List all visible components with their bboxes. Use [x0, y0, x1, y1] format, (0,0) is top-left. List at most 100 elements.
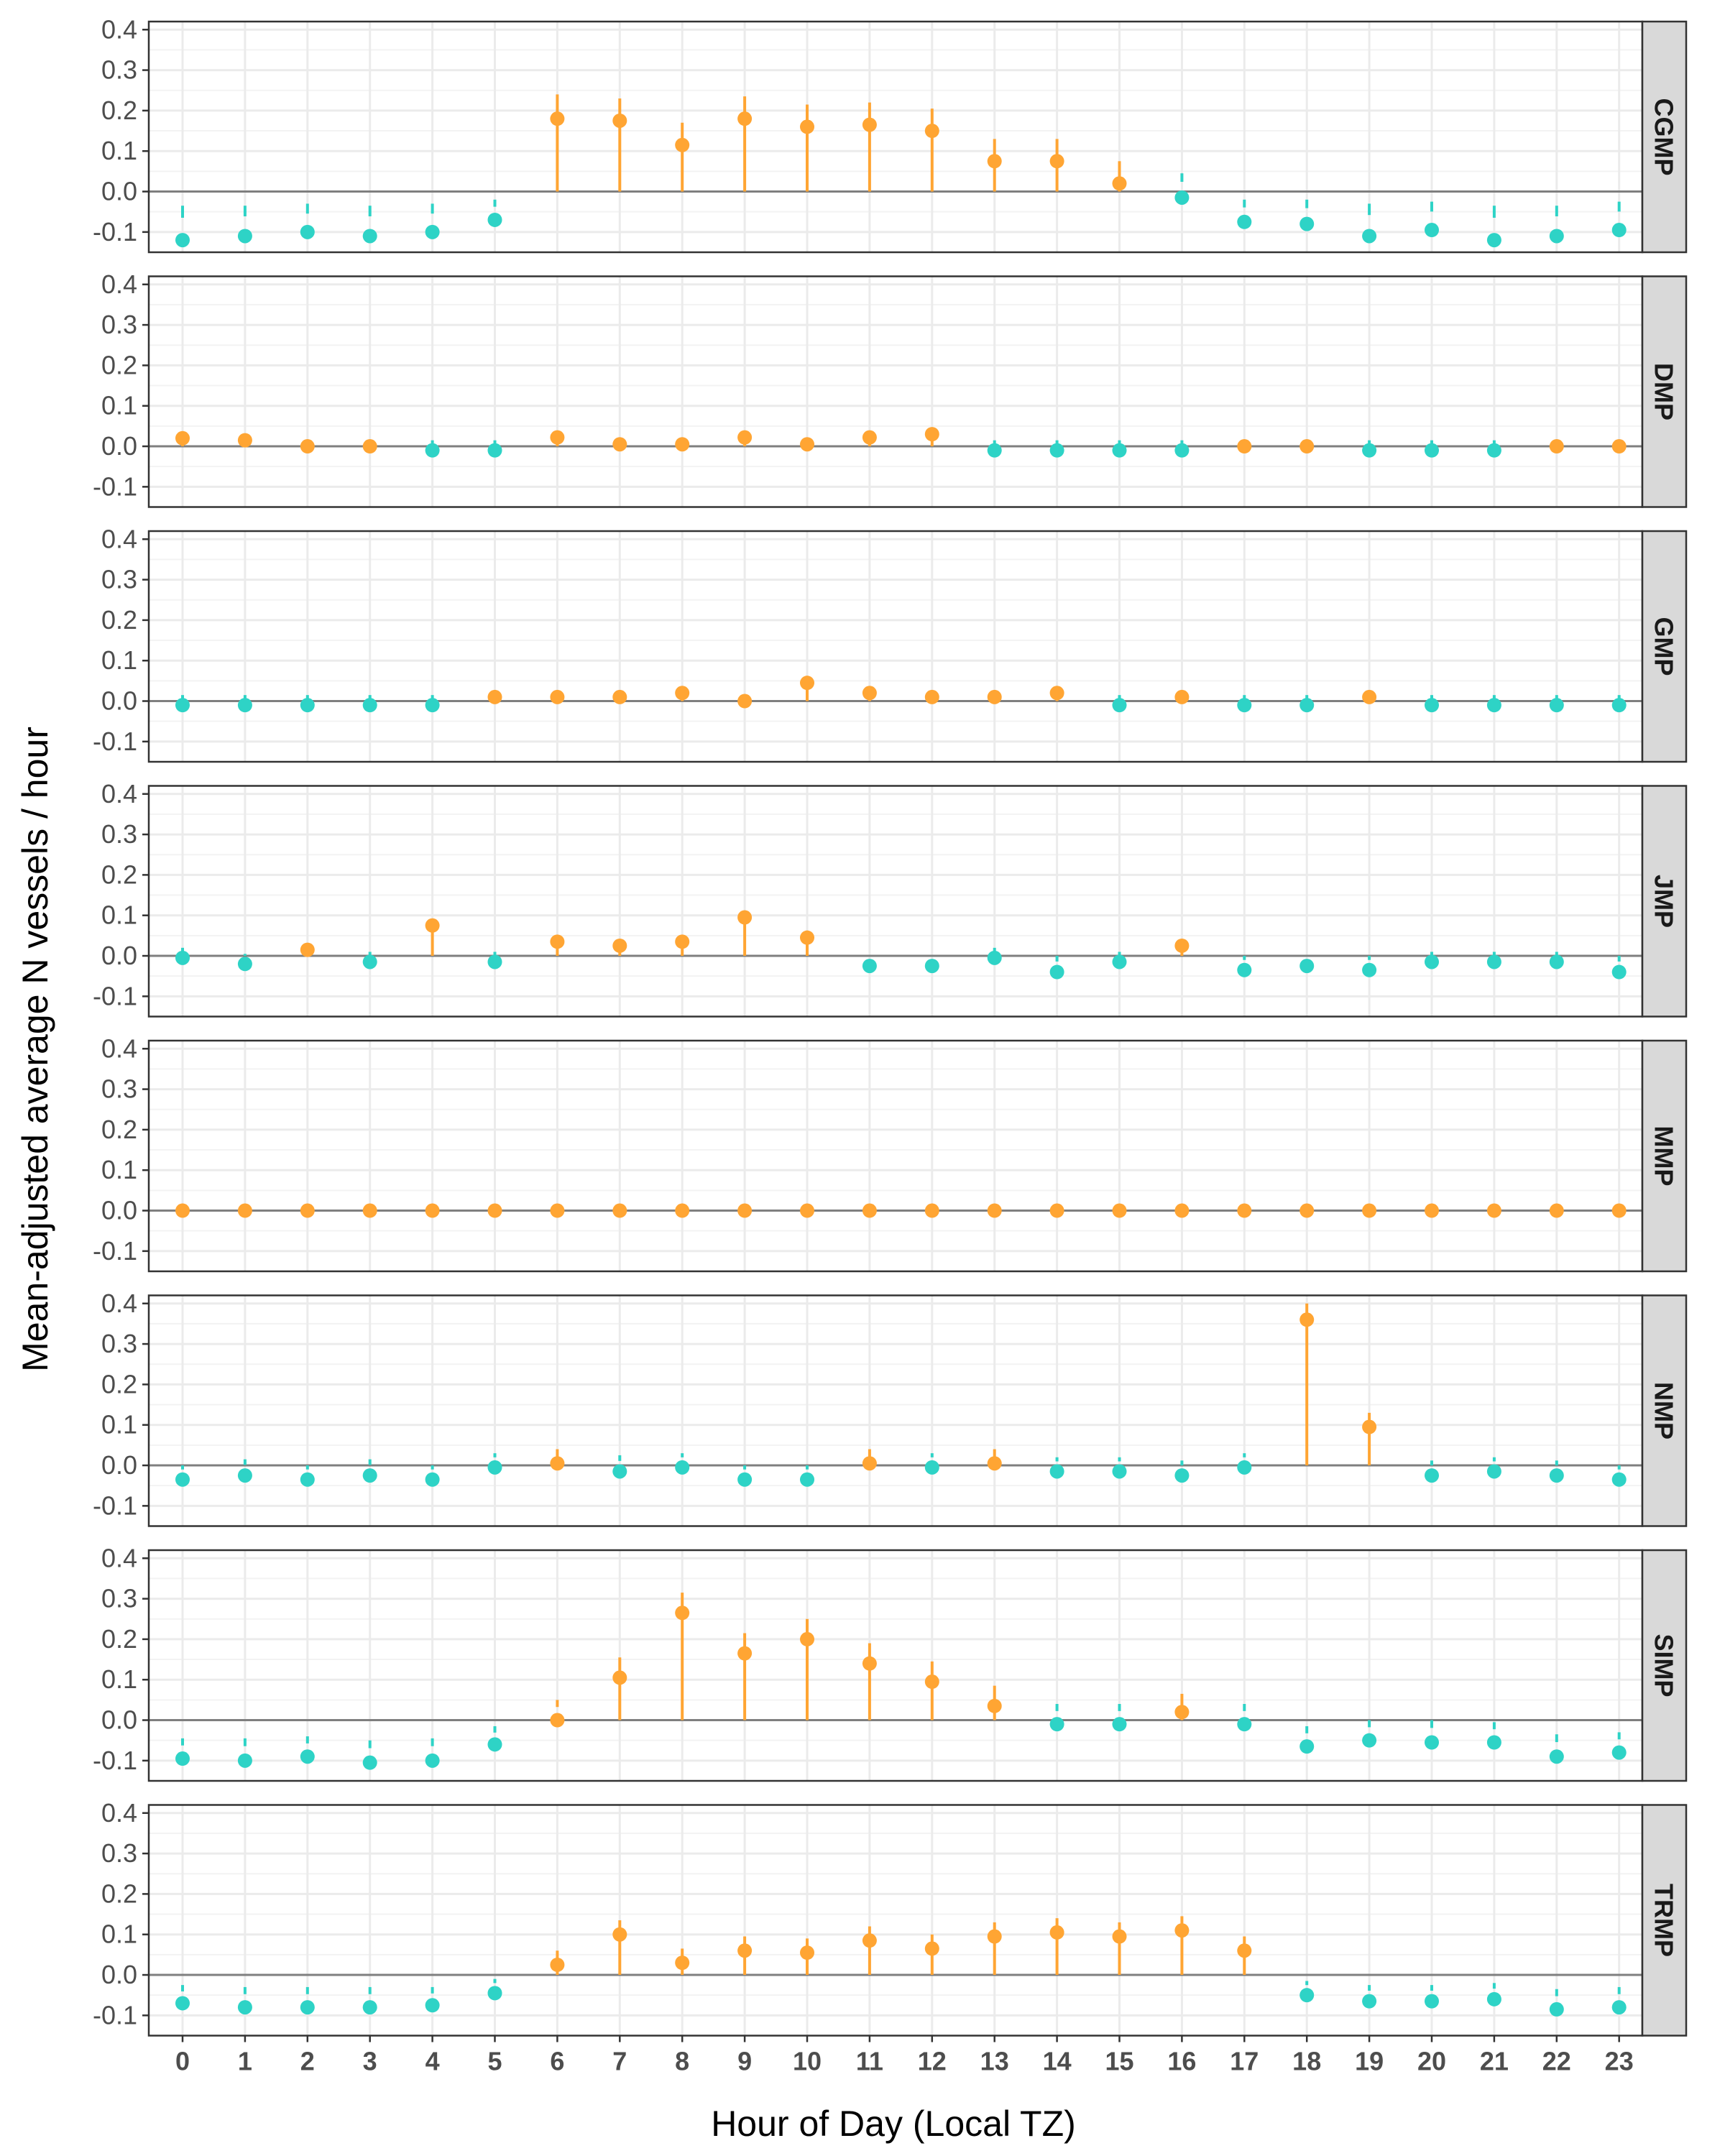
data-point [737, 1203, 753, 1218]
facet-strip-label: TRMP [1650, 1884, 1679, 1957]
data-point [1486, 1735, 1501, 1750]
data-point [300, 1203, 315, 1218]
data-point [924, 959, 939, 974]
data-point [487, 1460, 502, 1475]
data-point [1237, 1460, 1252, 1475]
data-point [237, 1203, 252, 1218]
x-tick-label: 16 [1167, 2047, 1196, 2076]
x-tick-label: 15 [1105, 2047, 1133, 2076]
data-point [1237, 1717, 1252, 1732]
data-point [924, 427, 939, 442]
panel-gmp: -0.1 0.0 0.1 0.2 0.3 0.4 GMP [93, 524, 1688, 763]
data-point [737, 1472, 753, 1487]
panel-simp: -0.1 0.0 0.1 0.2 0.3 0.4 SIMP [93, 1543, 1688, 1782]
data-point [300, 224, 315, 239]
y-tick-label: 0.2 [101, 1879, 137, 1908]
x-tick-label: 4 [426, 2047, 440, 2076]
data-point [300, 1472, 315, 1487]
data-point [1549, 1468, 1564, 1483]
panel-background [149, 531, 1642, 762]
y-tick-label: 0.4 [101, 1798, 137, 1828]
data-point [1362, 689, 1377, 704]
data-point [237, 2000, 252, 2015]
x-tick-label: 3 [363, 2047, 377, 2076]
x-axis-title: Hour of Day (Local TZ) [711, 2104, 1076, 2144]
y-tick-label: 0.0 [101, 1196, 137, 1225]
data-point [175, 698, 190, 713]
data-point [425, 443, 440, 458]
facet-strip [1641, 275, 1688, 508]
data-point [1300, 216, 1315, 231]
data-point [487, 1986, 502, 2001]
data-point [550, 689, 565, 704]
y-tick-label: 0.3 [101, 1838, 137, 1868]
data-point [1174, 938, 1190, 953]
y-tick-label: -0.1 [93, 217, 137, 247]
y-tick-label: -0.1 [93, 727, 137, 756]
data-point [237, 229, 252, 244]
data-point [237, 433, 252, 448]
data-point [987, 1203, 1002, 1218]
data-point [550, 1713, 565, 1728]
data-point [612, 437, 627, 452]
data-point [987, 443, 1002, 458]
data-point [1611, 698, 1627, 713]
data-point [300, 942, 315, 957]
data-point [362, 1203, 377, 1218]
data-point [425, 1203, 440, 1218]
data-point [675, 1955, 690, 1971]
facet-strip-label: MMP [1650, 1126, 1679, 1187]
y-tick-label: 0.3 [101, 310, 137, 339]
data-point [800, 1945, 814, 1961]
y-tick-label: 0.0 [101, 686, 137, 716]
panel-background [149, 22, 1642, 252]
facet-strip [1641, 1549, 1688, 1782]
panels: -0.1 0.0 0.1 0.2 0.3 0.4 CGMP -0.1 0.0 0.1 0.2 0.3 0… [93, 14, 1688, 2076]
panel-background [149, 1041, 1642, 1271]
y-tick-label: 0.3 [101, 1584, 137, 1613]
y-tick-label: 0.4 [101, 1033, 137, 1063]
y-tick-label: 0.3 [101, 55, 137, 85]
panel-mmp: -0.1 0.0 0.1 0.2 0.3 0.4 MMP [93, 1033, 1688, 1273]
data-point [1049, 1717, 1064, 1732]
panel-jmp: -0.1 0.0 0.1 0.2 0.3 0.4 JMP [93, 779, 1688, 1018]
data-point [237, 1753, 252, 1768]
data-point [800, 1472, 814, 1487]
data-point [237, 698, 252, 713]
data-point [550, 1957, 565, 1972]
data-point [1549, 229, 1564, 244]
data-point [237, 1468, 252, 1483]
data-point [1549, 698, 1564, 713]
data-point [800, 1203, 814, 1218]
data-point [550, 1203, 565, 1218]
data-point [1112, 443, 1127, 458]
data-point [1049, 1925, 1064, 1940]
y-tick-label: 0.1 [101, 1920, 137, 1949]
data-point [675, 1460, 690, 1475]
data-point [550, 430, 565, 445]
data-point [1549, 954, 1564, 969]
data-point [1300, 698, 1315, 713]
x-tick-label: 7 [612, 2047, 627, 2076]
y-tick-label: 0.3 [101, 1074, 137, 1104]
data-point [425, 698, 440, 713]
x-tick-label: 6 [550, 2047, 564, 2076]
x-tick-label: 13 [980, 2047, 1009, 2076]
data-point [1049, 1203, 1064, 1218]
y-tick-label: 0.0 [101, 1705, 137, 1735]
y-tick-label: 0.1 [101, 900, 137, 930]
y-tick-label: 0.4 [101, 1289, 137, 1318]
data-point [737, 694, 753, 709]
facet-strip-label: SIMP [1650, 1634, 1679, 1697]
y-tick-label: 0.2 [101, 860, 137, 889]
y-tick-label: 0.1 [101, 391, 137, 420]
data-point [550, 934, 565, 949]
data-point [924, 1941, 939, 1956]
data-point [924, 689, 939, 704]
x-tick-label: 18 [1292, 2047, 1321, 2076]
data-point [800, 1631, 814, 1646]
data-point [487, 689, 502, 704]
data-point [1486, 233, 1501, 248]
